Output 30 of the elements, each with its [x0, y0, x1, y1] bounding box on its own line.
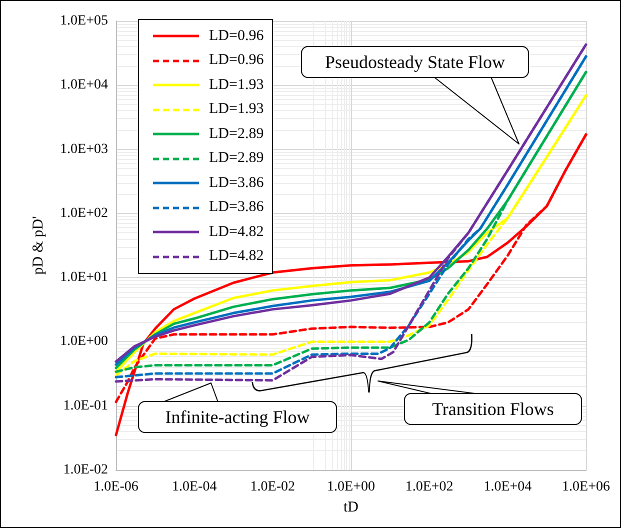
legend-label: LD=3.86: [209, 199, 264, 216]
x-tick-label: 1.0E-04: [172, 480, 217, 494]
x-tick-label: 1.0E+04: [484, 480, 532, 494]
legend-label: LD=1.93: [209, 76, 264, 94]
y-tick-label: 1.0E+00: [60, 334, 108, 350]
x-tick-label: 1.0E-06: [94, 480, 138, 494]
x-tick-label: 1.0E+02: [405, 480, 454, 494]
y-axis-title: pD & pD': [30, 216, 46, 275]
x-axis-title: tD: [344, 500, 359, 516]
legend-label: LD=4.82: [209, 248, 264, 266]
y-tick-label: 1.0E-01: [63, 398, 108, 414]
legend-label: LD=2.89: [209, 150, 264, 168]
x-tick-label: 1.0E+06: [562, 480, 610, 494]
legend-label: LD=0.96: [209, 52, 264, 70]
y-tick-label: 1.0E+05: [60, 14, 108, 28]
x-tick-label: 1.0E-02: [250, 480, 296, 494]
legend-label: LD=2.89: [209, 126, 264, 143]
annotation: Transition Flows: [404, 393, 582, 425]
annotation: Pseudosteady State Flow: [301, 46, 529, 78]
y-tick-label: 1.0E+04: [60, 78, 108, 93]
y-tick-label: 1.0E+02: [60, 206, 108, 221]
y-tick-label: 1.0E-02: [63, 462, 108, 478]
legend-label: LD=1.93: [209, 101, 264, 118]
y-tick-label: 1.0E+03: [60, 142, 108, 157]
legend-label: LD=3.86: [209, 174, 264, 192]
legend-label: LD=0.96: [209, 28, 264, 45]
legend-label: LD=4.82: [209, 224, 264, 241]
y-tick-label: 1.0E+01: [60, 270, 108, 286]
x-tick-label: 1.0E+00: [327, 480, 375, 494]
annotation: Infinite-acting Flow: [138, 401, 337, 433]
